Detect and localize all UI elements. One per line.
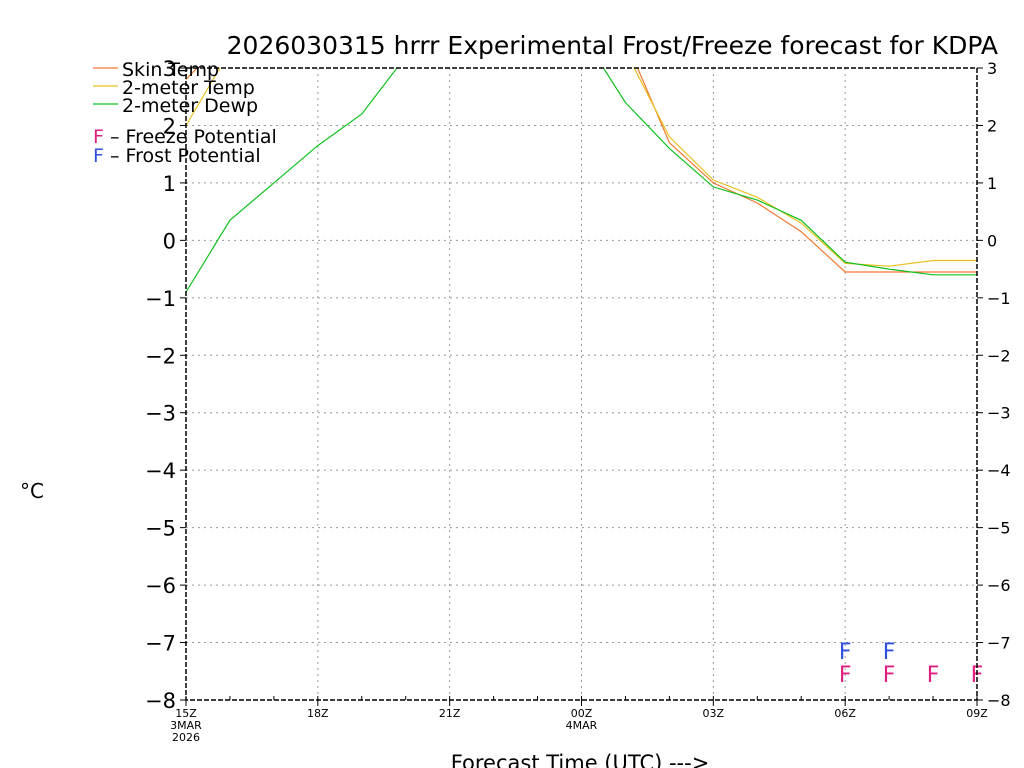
legend-label-skin-temp: Skin Temp	[122, 59, 219, 81]
plot-frame	[185, 67, 978, 701]
frost-flag: F	[883, 640, 896, 665]
y-axis-right: 3 2 1 0 −1 −2 −3 −4 −5 −6 −7 −8	[977, 59, 1011, 710]
y-tick-label-left: −7	[145, 632, 176, 656]
x-tick-label: 4MAR	[566, 719, 598, 732]
y-tick-label-left: −8	[145, 689, 176, 713]
freeze-flag: F	[927, 663, 940, 688]
y-tick-label-left: 0	[163, 229, 176, 253]
legend-freeze-marker: F	[93, 126, 104, 148]
x-tick-label: 03Z	[703, 707, 725, 720]
y-tick-label-left: 2	[163, 114, 176, 138]
y-tick-label-left: −1	[145, 287, 176, 311]
legend-frost-marker: F	[93, 145, 104, 167]
x-tick-label: 06Z	[834, 707, 856, 720]
y-tick-label-right: −4	[987, 461, 1011, 480]
x-tick-label: 3MAR	[170, 719, 202, 732]
y-tick-label-right: 1	[987, 174, 997, 193]
legend-frost-potential: F – Frost Potential	[93, 145, 261, 167]
freeze-flag: F	[839, 663, 852, 688]
frost-freeze-flags: F FF F F F	[839, 640, 983, 688]
freeze-flag: F	[883, 663, 896, 688]
y-tick-label-right: −6	[987, 576, 1011, 595]
y-tick-label-left: 1	[163, 172, 176, 196]
legend-frost-text: – Frost Potential	[104, 145, 261, 167]
series-line-skin-temp	[186, 68, 977, 273]
y-tick-label-right: −3	[987, 404, 1011, 423]
y-tick-label-right: 2	[987, 116, 997, 135]
x-axis-label: Forecast Time (UTC) --->	[451, 751, 710, 768]
x-tick-label: 18Z	[307, 707, 329, 720]
x-tick-label: 15Z	[175, 707, 197, 720]
y-tick-label-left: −3	[145, 402, 176, 426]
y-axis-left: 3 2 1 0 −1 −2 −3 −4 −5 −6 −7 −8	[145, 57, 186, 713]
legend-label-2m-dewp: 2-meter Dewp	[122, 95, 258, 117]
y-tick-label-right: −1	[987, 289, 1011, 308]
y-tick-label-right: 0	[987, 231, 997, 250]
y-tick-label-right: −5	[987, 519, 1011, 538]
series-lines	[186, 68, 977, 293]
legend-freeze-text: – Freeze Potential	[104, 126, 277, 148]
y-tick-label-left: −6	[145, 574, 176, 598]
x-tick-label: 00Z	[571, 707, 593, 720]
chart-title: 2026030315 hrrr Experimental Frost/Freez…	[227, 31, 998, 60]
grid	[186, 68, 977, 700]
series-line-2-meter-temp	[186, 68, 977, 267]
y-tick-label-right: −7	[987, 634, 1011, 653]
y-tick-label-right: −8	[987, 691, 1011, 710]
legend-freeze-potential: F – Freeze Potential	[93, 126, 277, 148]
y-tick-label-right: 3	[987, 59, 997, 78]
freeze-flag: F	[971, 663, 984, 688]
series-line-2-meter-dewp	[186, 68, 977, 293]
x-tick-label: 21Z	[439, 707, 461, 720]
legend-label-2m-temp: 2-meter Temp	[122, 77, 255, 99]
y-tick-label-left: 3	[163, 57, 176, 81]
x-tick-label: 09Z	[966, 707, 988, 720]
x-tick-label: 2026	[172, 731, 200, 744]
y-tick-label-right: −2	[987, 346, 1011, 365]
legend: Skin Temp 2-meter Temp 2-meter Dewp F – …	[93, 59, 277, 167]
y-tick-label-left: −5	[145, 517, 176, 541]
y-axis-label: °C	[20, 479, 44, 503]
y-tick-label-left: −2	[145, 344, 176, 368]
frost-flag: F	[839, 640, 852, 665]
y-tick-label-left: −4	[145, 459, 176, 483]
